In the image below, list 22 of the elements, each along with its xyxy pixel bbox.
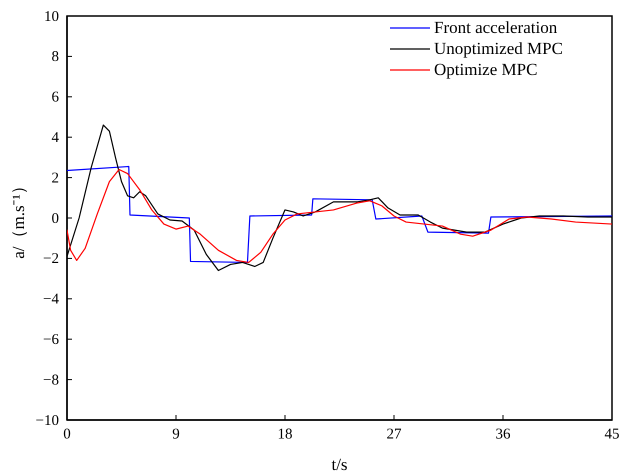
- y-tick-label: 10: [44, 8, 59, 25]
- y-tick-label: −8: [43, 372, 59, 388]
- y-tick-label: 6: [52, 90, 60, 106]
- y-tick-label: −6: [43, 332, 60, 348]
- y-tick-label: 2: [52, 170, 59, 186]
- legend-label: Unoptimized MPC: [434, 39, 563, 58]
- y-tick-label: −10: [36, 412, 59, 429]
- x-tick-label: 45: [604, 426, 620, 443]
- legend-label: Optimize MPC: [434, 60, 538, 79]
- x-tick-label: 36: [496, 426, 511, 443]
- x-tick-label: 18: [278, 426, 292, 443]
- x-tick-label: 0: [63, 426, 71, 443]
- x-tick-label: 9: [172, 426, 180, 443]
- legend-label: Front acceleration: [434, 18, 558, 37]
- y-axis-title: a/（m.s⁻¹）: [9, 177, 28, 259]
- y-tick-label: 8: [52, 49, 59, 66]
- x-tick-label: 27: [386, 426, 402, 443]
- y-tick-label: −4: [43, 292, 60, 308]
- x-axis-title: t/s: [331, 455, 348, 474]
- y-tick-label: 4: [52, 130, 60, 146]
- y-tick-label: −2: [43, 251, 59, 268]
- y-tick-label: 0: [52, 210, 59, 227]
